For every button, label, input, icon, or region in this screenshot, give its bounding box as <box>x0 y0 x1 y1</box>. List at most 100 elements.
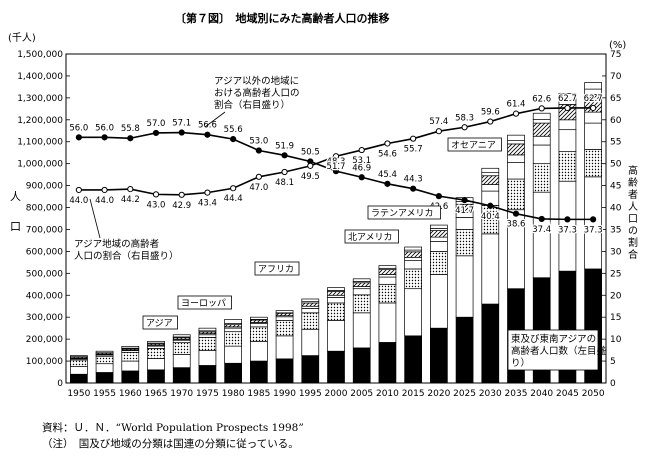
y-right-tick-label: 5 <box>610 357 616 367</box>
bar-segment <box>327 291 345 296</box>
data-label: 55.7 <box>404 145 423 155</box>
y-left-tick-label: 500,000 <box>26 269 63 279</box>
bar-segment <box>172 339 191 343</box>
bar-segment <box>584 111 602 124</box>
bar-segment <box>378 265 397 269</box>
bar-segment <box>147 340 165 344</box>
line-point <box>101 134 108 141</box>
bar-segment <box>327 320 345 352</box>
line-point <box>204 189 211 196</box>
line-point <box>281 152 288 159</box>
bar-segment <box>301 312 320 330</box>
line-point <box>230 136 237 143</box>
data-label: 37.4 <box>532 225 551 235</box>
line-point <box>358 174 365 181</box>
line-point <box>512 110 520 117</box>
bar-segment <box>352 288 371 296</box>
line-point <box>178 191 185 198</box>
line-point <box>538 105 545 112</box>
line-point <box>538 215 545 223</box>
y-right-tick-label: 30 <box>610 247 622 257</box>
data-label: 51.9 <box>275 141 294 151</box>
data-label: 40.4 <box>481 212 500 222</box>
bar-segment <box>327 287 345 291</box>
bar-segment <box>327 350 345 384</box>
region-label: 北アメリカ <box>348 232 393 243</box>
y-left-tick-label: 300,000 <box>26 313 63 323</box>
bar-segment <box>558 129 577 152</box>
bar-segment <box>172 354 191 368</box>
bar-segment <box>301 328 320 356</box>
bar-segment <box>404 335 422 384</box>
y-left-tick-label: 800,000 <box>26 204 63 214</box>
bar-segment <box>70 355 88 358</box>
line-point <box>152 129 160 137</box>
bar-segment <box>378 274 397 278</box>
data-label: 55.8 <box>121 124 140 134</box>
region-label-box <box>447 137 502 152</box>
line-point <box>512 210 520 217</box>
bar-segment <box>352 294 371 314</box>
line-point <box>127 135 134 142</box>
y-left-tick-label: 1,100,000 <box>17 138 63 148</box>
bar-segment <box>558 119 577 131</box>
data-label: 55.6 <box>224 125 243 135</box>
y-left-tick-label: 1,300,000 <box>17 94 63 104</box>
y-left-unit: (千人) <box>8 32 36 44</box>
y-right-tick-label: 0 <box>610 379 616 389</box>
data-label: 45.4 <box>378 170 397 180</box>
line-point <box>384 180 391 187</box>
bar-segment <box>250 340 268 362</box>
annotation-asia: アジア地域の高齢者 <box>74 238 159 250</box>
bar-segment <box>121 370 140 384</box>
line-point <box>461 124 468 131</box>
line-point <box>358 146 365 154</box>
region-label-box <box>367 205 441 220</box>
region-label: オセアニア <box>451 140 496 151</box>
x-tick-label: 2010 <box>376 389 399 399</box>
data-label: 56.0 <box>69 123 88 133</box>
y-right-axis-title-char: 高 <box>628 164 638 177</box>
line-point <box>281 168 288 176</box>
data-label: 44.4 <box>224 194 243 204</box>
line-point <box>255 173 262 180</box>
line-point <box>590 104 597 112</box>
bar-segment <box>327 302 345 321</box>
data-label: 37.3 <box>584 225 603 235</box>
x-tick-label: 2015 <box>402 389 425 399</box>
bar-segment <box>147 347 165 359</box>
bar-segment <box>404 268 422 290</box>
y-left-axis-title-char: 口 <box>10 220 21 233</box>
data-label: 57.1 <box>172 119 191 129</box>
x-tick-label: 1950 <box>67 389 90 399</box>
bar-segment <box>430 274 448 329</box>
bar-segment <box>250 316 268 320</box>
bar-segment <box>481 175 500 185</box>
line-point <box>230 185 237 192</box>
y-right-axis-title-char: 口 <box>628 214 638 225</box>
x-tick-label: 2000 <box>325 389 348 399</box>
bar-segment <box>481 167 500 174</box>
bar-segment <box>224 345 242 364</box>
bar-segment <box>430 236 448 242</box>
data-label: 44.2 <box>121 195 140 205</box>
data-label: 41.7 <box>455 206 474 216</box>
line-point <box>435 193 442 200</box>
bar-segment <box>558 151 577 182</box>
bar-segment <box>352 312 371 349</box>
bar-segment <box>172 367 191 384</box>
line-point <box>410 135 417 142</box>
y-left-tick-label: 1,000,000 <box>17 160 63 170</box>
x-tick-label: 2050 <box>582 389 605 399</box>
x-tick-label: 2030 <box>479 389 502 399</box>
bar-segment <box>558 93 577 101</box>
bar-segment <box>481 184 500 192</box>
bar-segment <box>250 323 268 328</box>
x-tick-label: 2045 <box>556 389 579 399</box>
bar-segment <box>455 229 474 257</box>
data-label: 43.0 <box>147 200 166 210</box>
bar-segment <box>250 326 268 342</box>
bar-segment <box>430 224 448 229</box>
region-label: アジア <box>146 319 173 329</box>
annotation-non-asia: おける高齢者人口の <box>214 87 300 99</box>
